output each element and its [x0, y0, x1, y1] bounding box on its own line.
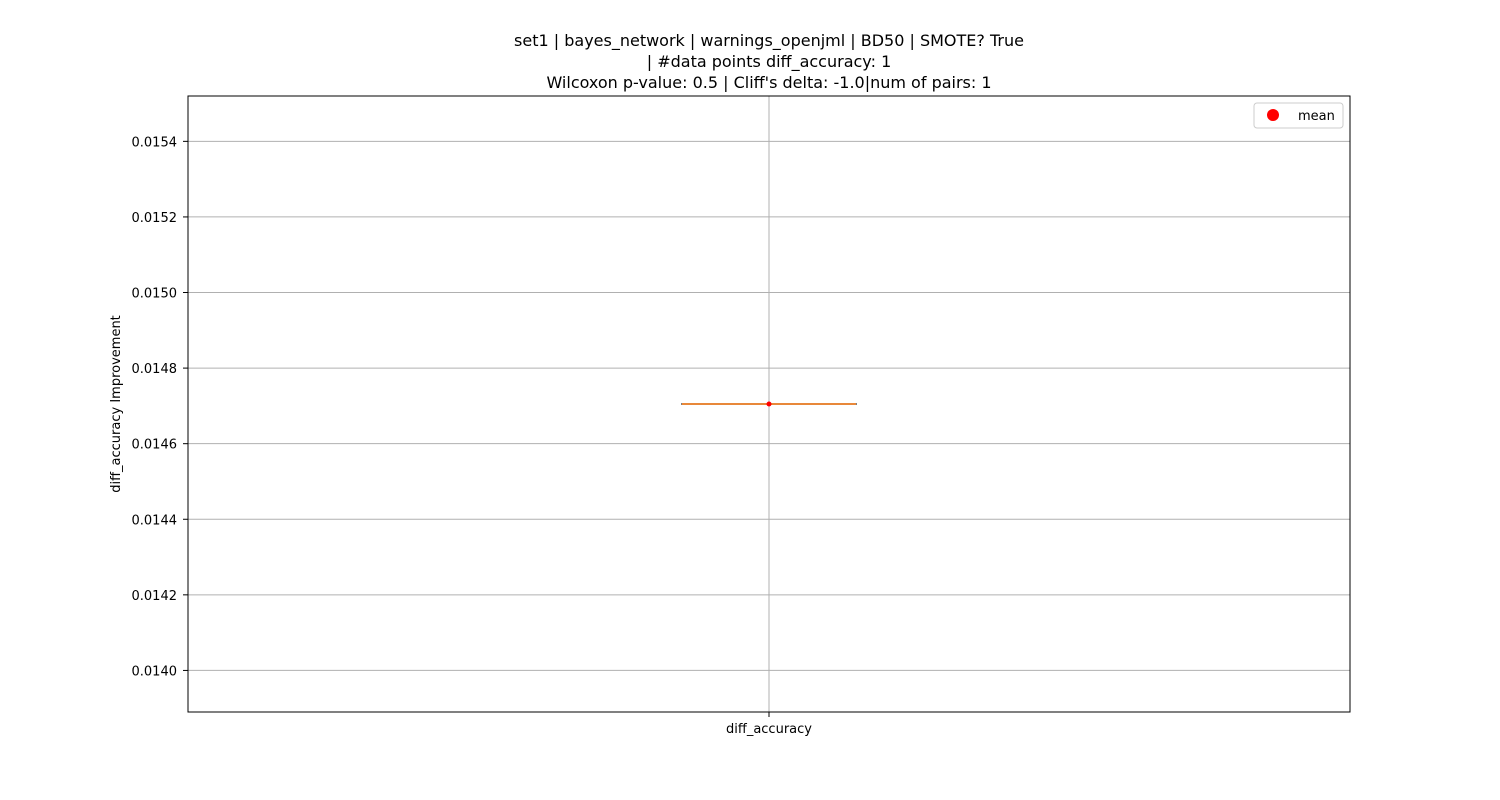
x-tick-label: diff_accuracy	[726, 722, 812, 737]
legend-mean-marker	[1267, 109, 1279, 121]
y-tick-label: 0.0144	[132, 513, 178, 528]
title-line-2: | #data points diff_accuracy: 1	[647, 52, 892, 72]
title-line-3: Wilcoxon p-value: 0.5 | Cliff's delta: -…	[546, 73, 991, 92]
y-tick-label: 0.0142	[132, 589, 178, 604]
legend: mean	[1253, 102, 1344, 129]
plot-area-frame	[187, 95, 1351, 713]
y-axis-ticks: 0.0140 0.0142 0.0144 0.0146 0.0148 0.0150 0.01…	[132, 135, 188, 679]
y-tick-label: 0.0148	[132, 362, 178, 377]
y-tick-label: 0.0152	[132, 211, 178, 226]
legend-mean-label: mean	[1298, 109, 1335, 124]
boxes	[681, 401, 857, 407]
y-tick-label: 0.0154	[132, 135, 178, 150]
legend-frame	[1253, 102, 1344, 129]
y-tick-label: 0.0140	[132, 664, 178, 679]
grid-lines	[188, 96, 1350, 712]
x-axis-ticks: diff_accuracy	[726, 712, 812, 737]
chart-title: set1 | bayes_network | warnings_openjml …	[514, 31, 1024, 92]
y-tick-label: 0.0146	[132, 438, 178, 453]
y-axis-label: diff_accuracy Improvement	[109, 315, 124, 493]
title-line-1: set1 | bayes_network | warnings_openjml …	[514, 31, 1024, 51]
y-tick-label: 0.0150	[132, 287, 178, 302]
mean-point	[766, 401, 772, 407]
